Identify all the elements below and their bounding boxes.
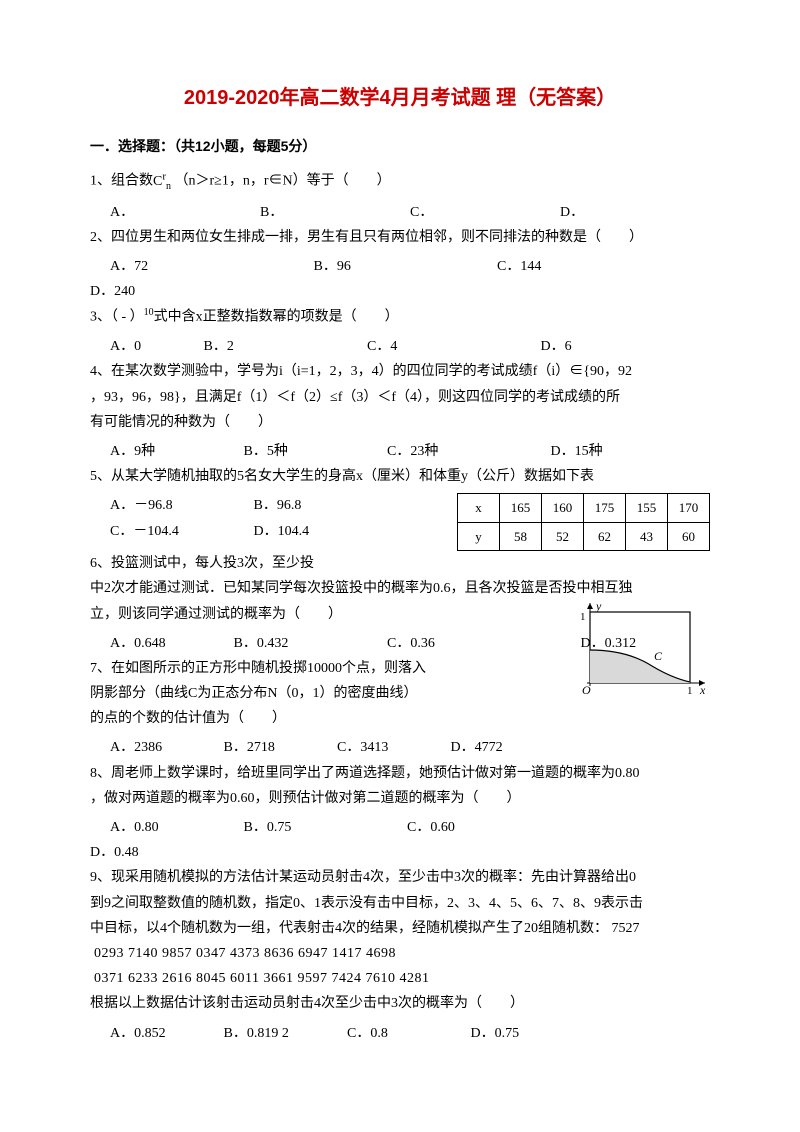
q8-opt-d: D．0.48: [90, 840, 710, 865]
q7-options: A．2386 B．2718 C．3413 D．4772: [90, 735, 710, 760]
q5-opt-a: A．－96.8: [110, 493, 250, 518]
q6-opt-a: A．0.648: [110, 631, 230, 656]
q3-opt-c: C．4: [367, 334, 537, 359]
q9-line1: 9、现采用随机模拟的方法估计某运动员射击4次，至少击中3次的概率：先由计算器给出…: [90, 865, 710, 890]
q5-data-table: x 165 160 175 155 170 y 58 52 62 43 60: [457, 493, 710, 551]
q9-options: A．0.852 B．0.819 2 C．0.8 D．0.75: [90, 1021, 710, 1046]
q1-opt-d: D．: [560, 200, 710, 225]
figure-label-o: O: [582, 683, 591, 697]
q4-opt-a: A．9种: [110, 439, 240, 464]
q4-opt-d: D．15种: [551, 439, 603, 464]
q4-line2: ，93，96，98}，且满足f（1）＜f（2）≤f（3）＜f（4），则这四位同学…: [90, 385, 710, 410]
q3-opt-d: D．6: [541, 334, 572, 359]
q3-exp: 10: [144, 307, 154, 318]
q3-opt-b: B．2: [204, 334, 364, 359]
q9-seq2: 0371 6233 2616 8045 6011 3661 9597 7424 …: [90, 966, 710, 991]
q1-cond: （n＞r≥1，n，r∈N）等于（ ）: [175, 174, 391, 189]
q2-opt-a: A．72: [110, 254, 310, 279]
q7-opt-b: B．2718: [224, 735, 334, 760]
q9-opt-a: A．0.852: [110, 1021, 220, 1046]
figure-label-1b: 1: [687, 685, 693, 697]
page-title: 2019-2020年高二数学4月月考试题 理（无答案）: [90, 80, 710, 116]
table-cell: 60: [668, 522, 710, 550]
q7-line3: 的点的个数的估计值为（ ）: [90, 706, 710, 731]
q8-opt-b: B．0.75: [244, 815, 404, 840]
q5-opt-b: B．96.8: [254, 498, 302, 513]
q3-text-b: 式中含x正整数指数幂的项数是（ ）: [154, 310, 399, 325]
q8-line1: 8、周老师上数学课时，给班里同学出了两道选择题，她预估计做对第一道题的概率为0.…: [90, 761, 710, 786]
q8-line2: ，做对两道题的概率为0.60，则预估计做对第二道题的概率为（ ）: [90, 786, 710, 811]
table-cell: 175: [584, 494, 626, 522]
question-4: 4、在某次数学测验中，学号为i（i=1，2，3，4）的四位同学的考试成绩f（i）…: [90, 359, 710, 435]
q6-opt-b: B．0.432: [234, 631, 384, 656]
normal-curve-figure: C y 1 1 O x: [572, 598, 710, 698]
question-9: 9、现采用随机模拟的方法估计某运动员射击4次，至少击中3次的概率：先由计算器给出…: [90, 865, 710, 1016]
question-1: 1、组合数Crn （n＞r≥1，n，r∈N）等于（ ）: [90, 167, 710, 195]
q9-line3: 中目标，以4个随机数为一组，代表射击4次的结果，经随机模拟产生了20组随机数： …: [90, 916, 710, 941]
q1-opt-a: A．: [110, 200, 260, 225]
question-8: 8、周老师上数学课时，给班里同学出了两道选择题，她预估计做对第一道题的概率为0.…: [90, 761, 710, 811]
q9-opt-b: B．0.819 2: [224, 1021, 344, 1046]
q4-opt-b: B．5种: [244, 439, 384, 464]
q1-opt-b: B．: [260, 200, 410, 225]
q7-opt-a: A．2386: [110, 735, 220, 760]
q5-opt-d: D．104.4: [254, 524, 310, 539]
q9-opt-d: D．0.75: [471, 1021, 520, 1046]
table-cell: y: [458, 522, 500, 550]
q6-line1: 6、投篮测试中，每人投3次，至少投: [90, 551, 710, 576]
figure-label-x: x: [699, 683, 706, 697]
table-cell: 165: [500, 494, 542, 522]
table-cell: 58: [500, 522, 542, 550]
q9-line4: 根据以上数据估计该射击运动员射击4次至少击中3次的概率为（ ）: [90, 991, 710, 1016]
q1-text: 1、组合数: [90, 174, 153, 189]
q8-options-row1: A．0.80 B．0.75 C．0.60: [90, 815, 710, 840]
q9-line2: 到9之间取整数值的随机数，指定0、1表示没有击中目标，2、3、4、5、6、7、8…: [90, 891, 710, 916]
q7-opt-d: D．4772: [451, 735, 503, 760]
table-cell: x: [458, 494, 500, 522]
q4-opt-c: C．23种: [387, 439, 547, 464]
table-cell: 43: [626, 522, 668, 550]
q5-opt-c: C．－104.4: [110, 519, 250, 544]
table-cell: 170: [668, 494, 710, 522]
q8-opt-a: A．0.80: [110, 815, 240, 840]
q6-opt-c: C．0.36: [387, 631, 577, 656]
question-2: 2、四位男生和两位女生排成一排，男生有且只有两位相邻，则不同排法的种数是（ ）: [90, 225, 710, 250]
combination-symbol: Crn: [153, 174, 171, 189]
q2-options-row1: A．72 B．96 C．144: [90, 254, 710, 279]
q3-text-a: 3、（ - ）: [90, 310, 144, 325]
q3-options: A．0 B．2 C．4 D．6: [90, 334, 710, 359]
table-cell: 155: [626, 494, 668, 522]
section-header: 一．选择题：（共12小题，每题5分）: [90, 134, 710, 159]
q4-line3: 有可能情况的种数为（ ）: [90, 410, 710, 435]
q3-opt-a: A．0: [110, 334, 200, 359]
figure-label-c: C: [654, 649, 663, 663]
table-row: y 58 52 62 43 60: [458, 522, 710, 550]
q4-line1: 4、在某次数学测验中，学号为i（i=1，2，3，4）的四位同学的考试成绩f（i）…: [90, 359, 710, 384]
table-cell: 160: [542, 494, 584, 522]
q9-seq1: 0293 7140 9857 0347 4373 8636 6947 1417 …: [90, 941, 710, 966]
q7-opt-c: C．3413: [337, 735, 447, 760]
q5-options: A．－96.8 B．96.8 C．－104.4 D．104.4: [90, 493, 390, 543]
q2-opt-c: C．144: [497, 254, 541, 279]
q1-options: A． B． C． D．: [90, 200, 710, 225]
table-cell: 52: [542, 522, 584, 550]
q9-opt-c: C．0.8: [347, 1021, 467, 1046]
q4-options: A．9种 B．5种 C．23种 D．15种: [90, 439, 710, 464]
table-cell: 62: [584, 522, 626, 550]
q1-opt-c: C．: [410, 200, 560, 225]
figure-label-1a: 1: [580, 611, 586, 623]
q2-opt-d: D．240: [90, 279, 710, 304]
q5-body: x 165 160 175 155 170 y 58 52 62 43 60 A…: [90, 493, 710, 551]
document-page: 2019-2020年高二数学4月月考试题 理（无答案） 一．选择题：（共12小题…: [0, 0, 800, 1132]
q2-opt-b: B．96: [314, 254, 494, 279]
question-5: 5、从某大学随机抽取的5名女大学生的身高x（厘米）和体重y（公斤）数据如下表: [90, 464, 710, 489]
question-3: 3、（ - ）10式中含x正整数指数幂的项数是（ ）: [90, 304, 710, 330]
q8-opt-c: C．0.60: [407, 815, 455, 840]
figure-label-y: y: [595, 599, 602, 613]
table-row: x 165 160 175 155 170: [458, 494, 710, 522]
